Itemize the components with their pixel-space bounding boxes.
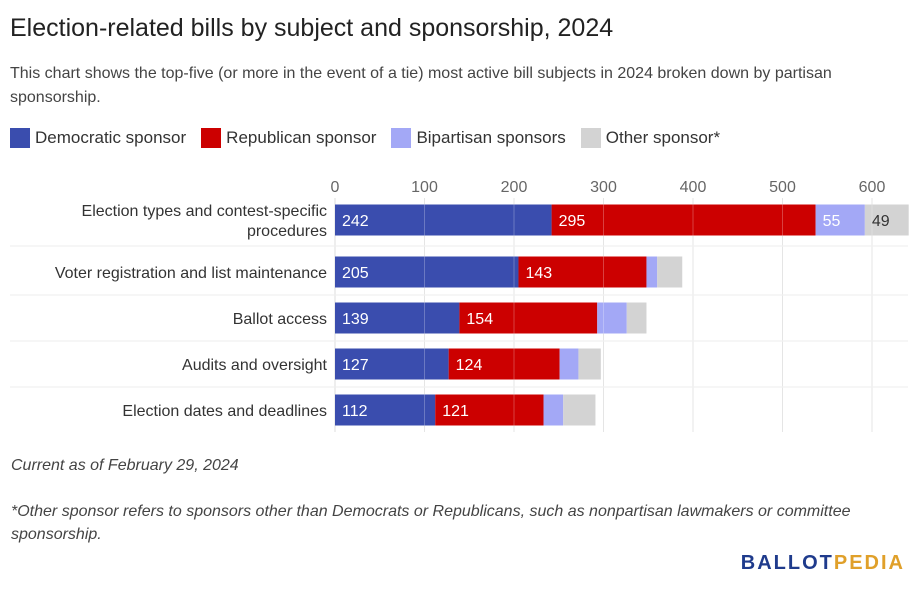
bar-segment (335, 302, 460, 334)
bar-value-label: 139 (342, 311, 369, 328)
other-sponsor-footnote: *Other sponsor refers to sponsors other … (11, 503, 851, 543)
legend-label-democratic: Democratic sponsor (35, 128, 187, 147)
bar-segment (551, 204, 816, 236)
bar-value-label: 121 (442, 403, 469, 420)
bar-segment (435, 394, 544, 426)
legend: Democratic sponsor Republican sponsor Bi… (10, 128, 735, 148)
bar-segment (335, 348, 449, 380)
bar-segment (864, 204, 909, 236)
bar-value-label: 55 (823, 213, 841, 230)
current-as-of-note: Current as of February 29, 2024 (11, 457, 239, 474)
bar-segment (815, 204, 865, 236)
bar-segment (335, 394, 436, 426)
bar-segment (657, 256, 683, 288)
legend-item-democratic: Democratic sponsor (10, 128, 186, 148)
legend-label-bipartisan: Bipartisan sponsors (416, 128, 566, 147)
category-label: Election types and contest-specific (82, 203, 327, 220)
bar-segment (646, 256, 658, 288)
bar-value-label: 127 (342, 357, 369, 374)
legend-swatch-republican (201, 128, 222, 148)
legend-item-bipartisan: Bipartisan sponsors (391, 128, 566, 148)
bar-value-label: 112 (342, 403, 368, 420)
ballotpedia-logo: BALLOTPEDIA (741, 552, 905, 575)
legend-item-other: Other sponsor* (580, 128, 721, 148)
x-tick-label: 200 (501, 179, 528, 196)
legend-swatch-democratic (10, 128, 30, 148)
category-label: Election dates and deadlines (122, 403, 327, 420)
chart-subtitle: This chart shows the top-five (or more i… (10, 65, 832, 106)
bar-segment (563, 394, 596, 426)
bar-segment (518, 256, 647, 288)
bar-segment (578, 348, 601, 380)
x-tick-label: 600 (859, 179, 886, 196)
bar-value-label: 143 (525, 265, 552, 282)
bar-segment (626, 302, 647, 334)
bar-segment (335, 256, 519, 288)
category-label: procedures (247, 223, 327, 240)
legend-swatch-other (580, 128, 601, 148)
bar-segment (459, 302, 598, 334)
x-tick-label: 0 (331, 179, 340, 196)
bar-segment (543, 394, 564, 426)
bar-segment (335, 204, 552, 236)
logo-part-ballot: BALLOT (740, 552, 834, 574)
bar-value-label: 242 (342, 213, 369, 230)
x-tick-label: 100 (411, 179, 438, 196)
legend-label-other: Other sponsor* (605, 128, 721, 147)
bar-value-label: 49 (872, 213, 890, 230)
chart-title: Election-related bills by subject and sp… (10, 14, 614, 42)
legend-item-republican: Republican sponsor (201, 128, 376, 148)
bar-segment (448, 348, 560, 380)
bar-segment (559, 348, 579, 380)
category-label: Voter registration and list maintenance (55, 265, 327, 282)
bar-value-label: 154 (466, 311, 493, 328)
x-tick-label: 400 (680, 179, 707, 196)
bar-value-label: 205 (342, 265, 369, 282)
bar-segment (597, 302, 627, 334)
legend-swatch-bipartisan (391, 128, 412, 148)
legend-label-republican: Republican sponsor (226, 128, 377, 147)
x-tick-label: 300 (590, 179, 617, 196)
bar-value-label: 295 (559, 213, 586, 230)
category-label: Audits and oversight (182, 357, 328, 374)
category-label: Ballot access (233, 311, 327, 328)
logo-part-pedia: PEDIA (833, 552, 905, 574)
stacked-bar-chart: 0 100 200 300 400 500 600 Election types and co… (10, 179, 909, 432)
x-tick-label: 500 (769, 179, 796, 196)
bar-value-label: 124 (456, 357, 483, 374)
